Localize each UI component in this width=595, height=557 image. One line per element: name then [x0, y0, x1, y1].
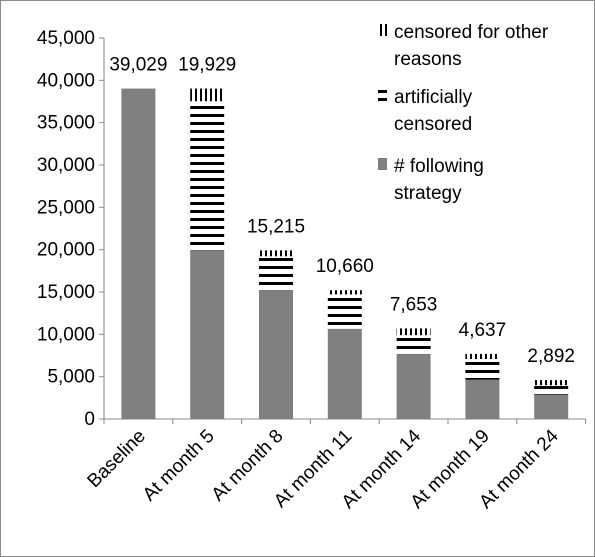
- bar-segment-artificially-censored: [190, 101, 225, 251]
- data-label: 19,929: [178, 55, 236, 76]
- bar-segment-artificially-censored: [396, 335, 431, 355]
- data-label: 4,637: [459, 320, 507, 341]
- axes: 0 5,000 10,000 15,000 20,000 25,000 30,000 35,0…: [37, 28, 587, 430]
- category-label: At month 5: [139, 426, 219, 506]
- legend: censored for other reasons artificially cen…: [378, 22, 549, 204]
- data-label: 7,653: [390, 294, 438, 315]
- bar-segment-following: [396, 354, 431, 419]
- bar-segment-following: [121, 88, 156, 419]
- legend-label: artificially: [394, 87, 473, 108]
- legend-swatch-censored-other: [378, 24, 387, 36]
- bar-segment-censored-other: [534, 380, 569, 386]
- y-tick-label: 45,000: [37, 28, 95, 49]
- y-tick-label: 10,000: [37, 324, 95, 345]
- bars: [121, 88, 569, 419]
- bar-segment-censored-other: [396, 328, 431, 336]
- bar-segment-following: [190, 250, 225, 419]
- data-labels: 39,029 19,929 15,215 10,660 7,653 4,637 2,892: [109, 55, 575, 368]
- bar-segment-artificially-censored: [259, 256, 293, 291]
- bar-segment-censored-other: [190, 88, 225, 102]
- bar-segment-following: [465, 379, 500, 419]
- y-tick-label: 20,000: [37, 240, 95, 261]
- legend-swatch-following: [378, 158, 387, 170]
- data-label: 39,029: [109, 55, 167, 76]
- legend-label: reasons: [394, 49, 462, 70]
- y-tick-label: 35,000: [37, 113, 95, 134]
- bar-segment-censored-other: [465, 353, 500, 359]
- bar-segment-censored-other: [259, 250, 293, 257]
- data-label: 10,660: [316, 256, 374, 277]
- legend-label: censored for other: [394, 22, 549, 43]
- bar-segment-following: [327, 328, 362, 419]
- data-label: 2,892: [527, 346, 575, 367]
- bar-segment-following: [534, 394, 569, 419]
- data-label: 15,215: [247, 216, 305, 237]
- y-tick-label: 5,000: [47, 367, 95, 388]
- legend-label: strategy: [394, 183, 462, 204]
- bar-segment-artificially-censored: [465, 358, 500, 380]
- bar-segment-following: [259, 290, 293, 419]
- bar-segment-censored-other: [327, 290, 362, 295]
- category-label: Baseline: [84, 426, 150, 492]
- legend-label: censored: [394, 114, 472, 135]
- y-tick-label: 0: [84, 409, 95, 430]
- y-tick-label: 25,000: [37, 197, 95, 218]
- y-tick-label: 30,000: [37, 155, 95, 176]
- legend-swatch-artificially-censored: [378, 89, 387, 101]
- y-tick-label: 40,000: [37, 70, 95, 91]
- y-tick-label: 15,000: [37, 282, 95, 303]
- bar-segment-artificially-censored: [534, 385, 569, 395]
- legend-label: # following: [394, 156, 484, 177]
- bar-segment-artificially-censored: [327, 294, 362, 329]
